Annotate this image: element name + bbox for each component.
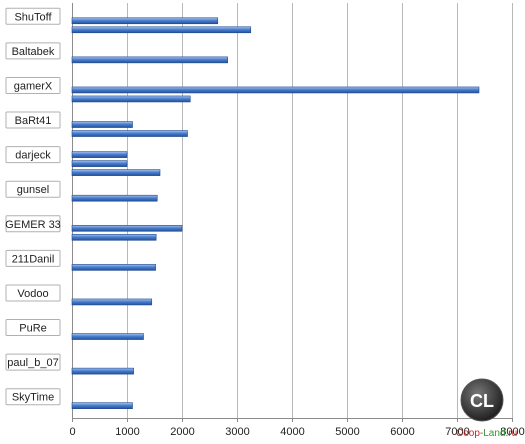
bar	[71, 264, 156, 271]
bar	[71, 160, 128, 167]
category-label-box	[5, 111, 61, 129]
category-label-text: Vodoo	[17, 288, 48, 300]
watermark-logo-icon	[460, 378, 504, 422]
category-label-box	[5, 146, 61, 164]
bar	[71, 17, 219, 25]
x-tick-label: 2000	[170, 426, 194, 438]
bar	[71, 402, 133, 410]
category-label: PuRe	[5, 319, 61, 337]
x-tick-label: 8000	[500, 426, 524, 438]
bar	[71, 298, 153, 306]
category-label: GEMER 33	[5, 215, 61, 233]
x-axis-ticks: 0 1000 2000 3000 4000 5000 6000 7000 8000	[69, 426, 524, 438]
bar	[71, 56, 228, 64]
watermark-part1: Coop-	[456, 428, 483, 439]
category-label: Baltabek	[5, 42, 61, 60]
category-label-text: ShuToff	[14, 11, 52, 23]
watermark: CL Coop-Land.ru	[456, 378, 517, 439]
category-label-text: SkyTime	[12, 392, 54, 404]
x-tick-label: 4000	[280, 426, 304, 438]
category-label-text: darjeck	[15, 150, 51, 162]
watermark-part3: .ru	[506, 428, 518, 439]
category-label: Vodoo	[5, 284, 61, 302]
category-label-text: gamerX	[14, 80, 53, 92]
category-label-box	[5, 388, 61, 406]
category-label-box	[5, 284, 61, 302]
category-label: 211Danil	[5, 249, 61, 267]
category-label-box	[5, 353, 61, 371]
x-tick-label: 0	[69, 426, 75, 438]
category-label-box	[5, 180, 61, 198]
x-tick-label: 3000	[225, 426, 249, 438]
bar	[71, 367, 134, 375]
category-label-text: Baltabek	[12, 46, 55, 58]
bar	[71, 233, 157, 241]
category-label-text: paul_b_07	[7, 357, 58, 369]
bar	[71, 169, 161, 176]
watermark-part2: Land	[483, 428, 505, 439]
category-label: darjeck	[5, 146, 61, 164]
category-label: BaRt41	[5, 111, 61, 129]
bar	[71, 333, 144, 340]
category-label-text: GEMER 33	[5, 219, 61, 231]
category-label-box	[5, 249, 61, 267]
category-label: gunsel	[5, 180, 61, 198]
bar	[71, 151, 128, 158]
category-label-text: 211Danil	[12, 253, 55, 265]
category-label-text: BaRt41	[15, 115, 52, 127]
category-label: ShuToff	[5, 7, 61, 25]
category-labels: ShuToff Baltabek gamerX BaRt41 darjeck gunsel…	[5, 7, 61, 406]
x-tick-label: 1000	[115, 426, 139, 438]
category-label-box	[5, 76, 61, 94]
bar	[71, 86, 480, 94]
bars	[71, 17, 480, 410]
x-tick-label: 7000	[445, 426, 469, 438]
category-label: SkyTime	[5, 388, 61, 406]
bar	[71, 130, 188, 137]
category-label: paul_b_07	[5, 353, 61, 371]
bar	[71, 121, 133, 128]
bar	[71, 194, 158, 202]
watermark-text: Coop-Land.ru	[456, 428, 517, 439]
bar	[71, 224, 183, 232]
category-label-box	[5, 42, 61, 60]
x-tick-label: 5000	[335, 426, 359, 438]
watermark-logo-letters: CL	[470, 391, 494, 411]
category-label-text: gunsel	[17, 184, 49, 196]
grid	[72, 3, 513, 422]
category-label-box	[5, 319, 61, 337]
category-label-text: PuRe	[19, 323, 47, 335]
bar	[71, 26, 252, 34]
category-label: gamerX	[5, 76, 61, 94]
category-label-box	[5, 215, 61, 233]
bar	[71, 95, 191, 103]
x-tick-label: 6000	[390, 426, 414, 438]
category-label-box	[5, 7, 61, 25]
